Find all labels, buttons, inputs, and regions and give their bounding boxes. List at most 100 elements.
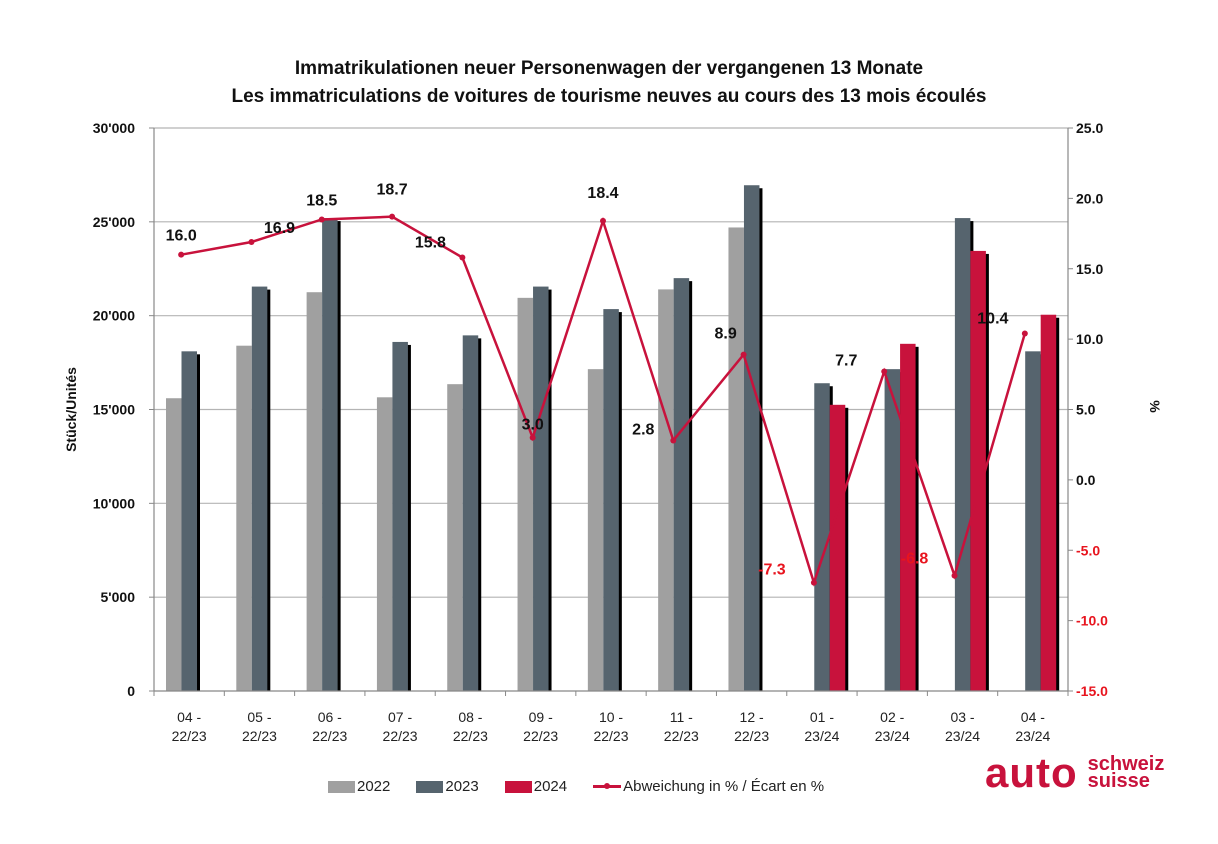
logo-line2: suisse [1087, 770, 1150, 792]
x-tick-label-month: 07 - [388, 709, 412, 725]
deviation-data-label: -7.3 [758, 562, 786, 579]
y2-tick-label: 10.0 [1076, 331, 1103, 347]
legend-line-marker-icon [593, 783, 622, 789]
x-tick-label-period: 22/23 [593, 728, 628, 744]
x-tick-label-month: 08 - [458, 709, 482, 725]
x-tick-label-period: 23/24 [945, 728, 980, 744]
bar-2023 [673, 278, 690, 691]
bar-2023 [884, 369, 901, 691]
x-tick-label-month: 09 - [529, 709, 553, 725]
y2-axis-title: % [1147, 400, 1163, 413]
bar-2024 [829, 404, 846, 691]
y-tick-label: 15'000 [93, 402, 135, 418]
bar-2023 [814, 383, 830, 691]
x-tick-label-period: 22/23 [734, 728, 769, 744]
deviation-point [1021, 330, 1028, 337]
legend-swatch-2024 [504, 780, 532, 793]
legend-item-2023: 2023 [416, 778, 479, 795]
legend-label-deviation: Abweichung in % / Écart en % [623, 778, 825, 795]
bar-2023 [392, 341, 408, 691]
legend-label-2023: 2023 [445, 778, 479, 795]
y-axis-title: Stück/Unités [63, 367, 79, 452]
x-tick-label-period: 22/23 [664, 728, 699, 744]
bar-2023 [603, 309, 619, 691]
legend-item-2022: 2022 [328, 778, 390, 795]
deviation-data-label: 18.7 [377, 182, 408, 199]
x-tick-label-period: 22/23 [172, 728, 207, 744]
legend-swatch-2023 [416, 780, 444, 793]
bar-2024 [970, 250, 986, 691]
deviation-point [951, 572, 958, 579]
y-tick-label: 0 [127, 683, 135, 699]
bar-2023 [462, 335, 479, 691]
y-tick-label: 30'000 [93, 120, 135, 136]
bar-2022 [306, 292, 323, 691]
legend-swatch-2022 [328, 780, 355, 793]
x-tick-label-period: 22/23 [523, 728, 558, 744]
bar-2022 [447, 384, 463, 691]
deviation-data-label: -6.8 [901, 551, 929, 568]
bar-2022 [166, 398, 182, 691]
y2-tick-label: -10.0 [1076, 613, 1108, 629]
deviation-data-label: 18.5 [306, 192, 337, 209]
x-tick-label-month: 10 - [599, 709, 623, 725]
bar-2023 [743, 185, 760, 691]
bar-2023 [251, 286, 268, 691]
auto-schweiz-logo: auto schweiz suisse [985, 752, 1164, 794]
y2-tick-label: 25.0 [1076, 120, 1103, 136]
bar-2022 [728, 227, 744, 692]
x-tick-label-period: 23/24 [804, 728, 839, 744]
bar-2023 [181, 351, 197, 691]
deviation-data-label: 18.4 [587, 185, 618, 202]
x-tick-label-month: 12 - [740, 709, 764, 725]
bar-2022 [587, 369, 604, 691]
x-tick-label-month: 06 - [318, 709, 342, 725]
bar-2022 [236, 345, 252, 691]
x-tick-label-period: 22/23 [242, 728, 277, 744]
deviation-point [389, 213, 396, 220]
bar-2023 [322, 218, 338, 691]
bar-2024 [1040, 314, 1057, 691]
legend: 2022 2023 2024 Abweichung in % / Écart e… [328, 778, 850, 795]
bar-2023 [533, 286, 549, 691]
deviation-point [881, 368, 888, 375]
x-tick-label-month: 02 - [880, 709, 904, 725]
deviation-data-label: 2.8 [632, 421, 654, 438]
bar-2022 [376, 397, 393, 691]
deviation-point [248, 239, 255, 246]
y2-tick-label: 5.0 [1076, 402, 1096, 418]
deviation-data-label: 7.7 [835, 352, 857, 369]
deviation-data-label: 3.0 [522, 417, 544, 434]
x-tick-label-month: 04 - [1021, 709, 1045, 725]
deviation-point [810, 579, 817, 586]
y2-tick-label: 0.0 [1076, 472, 1096, 488]
deviation-data-label: 16.9 [264, 220, 295, 237]
bar-2024 [900, 343, 916, 691]
deviation-point [318, 216, 325, 223]
deviation-point [178, 251, 185, 258]
bar-2022 [658, 289, 674, 691]
chart-title: Immatrikulationen neuer Personenwagen de… [294, 58, 924, 79]
x-tick-label-month: 01 - [810, 709, 834, 725]
y2-tick-label: -15.0 [1076, 683, 1108, 699]
x-tick-label-month: 05 - [247, 709, 271, 725]
legend-item-2024: 2024 [504, 778, 568, 795]
y-tick-label: 5'000 [101, 589, 136, 605]
logo-main-text: auto [985, 749, 1078, 796]
y-tick-label: 20'000 [93, 308, 135, 324]
bar-2023 [954, 218, 971, 691]
bar-2023 [1025, 351, 1041, 691]
legend-label-2024: 2024 [533, 778, 568, 795]
y2-tick-label: 20.0 [1076, 190, 1103, 206]
deviation-data-label: 8.9 [714, 326, 736, 343]
bar-2022 [517, 297, 534, 691]
deviation-data-label: 15.8 [415, 234, 446, 251]
legend-item-deviation: Abweichung in % / Écart en % [593, 778, 824, 795]
logo-line1: schweiz [1087, 753, 1165, 775]
deviation-point [459, 254, 466, 261]
y2-tick-label: 15.0 [1076, 261, 1103, 277]
x-tick-label-period: 22/23 [383, 728, 418, 744]
x-tick-label-period: 22/23 [453, 728, 488, 744]
chart-subtitle: Les immatriculations de voitures de tour… [231, 86, 987, 107]
